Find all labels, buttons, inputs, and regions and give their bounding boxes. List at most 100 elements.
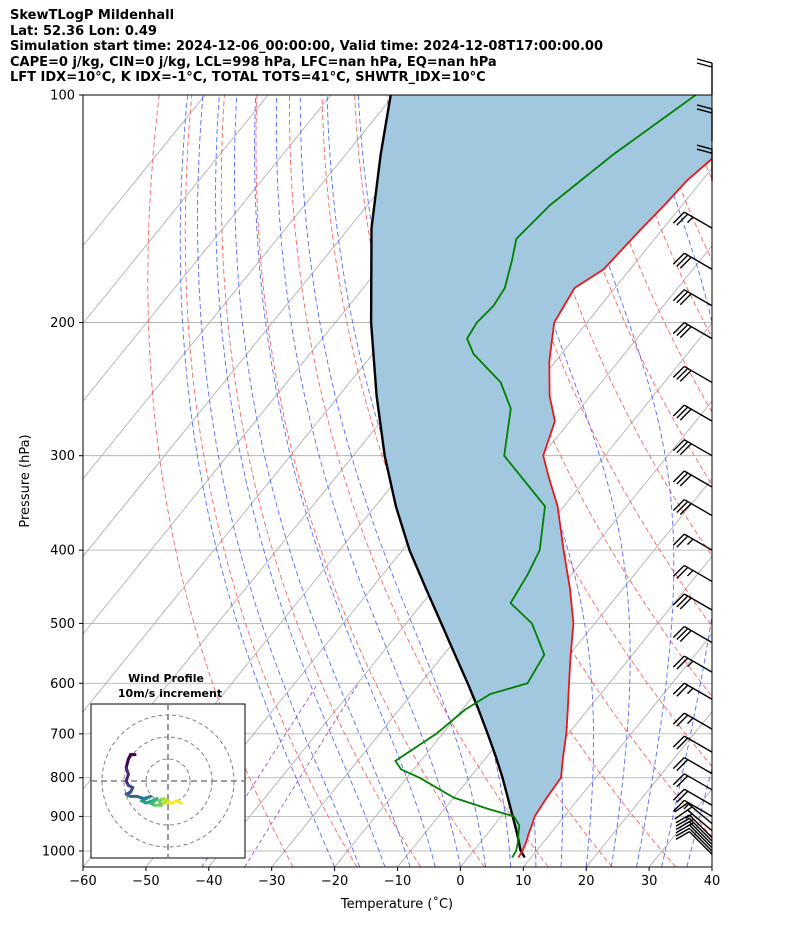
temperature-profile-line: [517, 157, 712, 858]
wind-barb: [672, 498, 713, 517]
inset-content: [91, 704, 245, 858]
dry-adiabat-line: [713, 95, 794, 867]
wind-barb: [672, 211, 713, 229]
moist-adiabat-line: [299, 95, 487, 867]
isotherm-line: [271, 322, 712, 867]
wind-barb: [672, 564, 713, 583]
dry-adiabat-line: [647, 95, 712, 262]
y-tick-label: 200: [50, 316, 75, 331]
cin-shading: [371, 95, 712, 851]
data-layer: [369, 95, 712, 859]
dry-adiabat-line: [220, 95, 422, 867]
title-stability-indices: LFT IDX=10°C, K IDX=-1°C, TOTAL TOTS=41°…: [10, 70, 486, 85]
wind-barb: [674, 802, 713, 825]
dry-adiabat-line: [745, 95, 794, 867]
axes-layer: −60 −50 −40 −30 −20 −10 0 10 20 30 40 100 200 300 400 5…: [42, 89, 720, 890]
x-tick-label: 30: [641, 874, 658, 889]
dewpoint-profile-line: [394, 95, 697, 858]
x-tick-label: −20: [321, 874, 348, 889]
wind-barb: [672, 533, 713, 551]
inset-title: Wind Profile: [128, 672, 204, 685]
y-tick-label: 800: [50, 771, 75, 786]
wind-barb: [672, 712, 713, 730]
dry-adiabat-line: [255, 95, 485, 867]
y-tick-label: 600: [50, 677, 75, 692]
wind-barb: [672, 682, 713, 700]
dry-adiabat-line: [419, 95, 712, 768]
isotherm-line: [522, 633, 712, 867]
isotherm-line: [711, 866, 712, 867]
wind-barb: [672, 655, 713, 673]
x-tick-label: −40: [195, 874, 222, 889]
wind-barb: [672, 756, 713, 775]
wind-barb: [672, 625, 713, 644]
y-tick-label: 400: [50, 544, 75, 559]
moist-adiabat-line: [215, 95, 386, 867]
x-tick-label: 10: [515, 874, 532, 889]
x-tick-label: 0: [456, 874, 464, 889]
moist-adiabat-line: [179, 95, 336, 867]
wind-barb: [672, 365, 713, 384]
wind-barb: [672, 735, 713, 753]
wind-barb: [672, 788, 713, 806]
wind-barb: [675, 827, 713, 852]
y-tick-label: 300: [50, 449, 75, 464]
dry-adiabat-line: [288, 95, 549, 867]
isotherm-line: [648, 788, 712, 867]
wind-barb: [672, 439, 713, 457]
hodograph-ring: [145, 758, 191, 804]
isotherm-line: [83, 95, 458, 558]
wind-barb: [675, 814, 713, 839]
hodograph-segment: [124, 757, 130, 770]
isotherm-line: [83, 95, 332, 402]
title-cape-indices: CAPE=0 j/kg, CIN=0 j/kg, LCL=998 hPa, LF…: [10, 54, 497, 70]
moist-adiabat-line: [558, 95, 675, 867]
wind-barb: [672, 470, 713, 488]
wind-profile-inset: Wind Profile 10m/s increment: [90, 672, 246, 859]
wind-barb: [672, 593, 713, 611]
dry-adiabat-line: [778, 95, 794, 867]
moist-adiabat-line: [641, 95, 712, 867]
wind-barb: [696, 58, 713, 95]
dry-adiabat-line: [184, 95, 358, 867]
isotherm-line: [585, 711, 712, 867]
x-tick-label: −60: [69, 874, 96, 889]
x-tick-label: −10: [384, 874, 411, 889]
dry-adiabat-line: [679, 95, 712, 181]
title-station: SkewTLogP Mildenhall: [10, 8, 175, 23]
moist-adiabat-line: [275, 95, 461, 867]
wind-barb: [672, 252, 713, 270]
inset-subtitle: 10m/s increment: [118, 687, 222, 700]
y-tick-label: 700: [50, 727, 75, 742]
moist-adiabat-line: [234, 95, 411, 867]
wind-barb: [696, 104, 713, 141]
parcel-profile-line: [369, 95, 526, 859]
y-tick-label: 100: [50, 89, 75, 104]
wind-barb: [675, 831, 713, 855]
wind-barb: [672, 773, 713, 791]
y-tick-label: 1000: [42, 844, 75, 859]
y-tick-label: 500: [50, 617, 75, 632]
wind-barb: [672, 289, 713, 307]
x-tick-label: −50: [132, 874, 159, 889]
isotherm-line: [83, 95, 269, 325]
isotherm-line: [83, 95, 206, 247]
x-axis-label: Temperature (˚C): [340, 896, 453, 912]
isotherm-line: [83, 95, 395, 480]
dry-adiabat-line: [147, 95, 294, 867]
y-axis-label: Pressure (hPa): [18, 434, 33, 527]
isotherm-line: [775, 95, 794, 867]
moist-adiabat-line: [492, 95, 631, 867]
wind-barb: [672, 321, 713, 340]
title-times: Simulation start time: 2024-12-06_00:00:…: [10, 39, 603, 54]
title-location: Lat: 52.36 Lon: 0.49: [10, 23, 157, 39]
wind-barb: [672, 404, 713, 422]
wind-barb: [675, 817, 713, 842]
x-tick-label: 40: [704, 874, 721, 889]
x-tick-label: 20: [578, 874, 595, 889]
y-tick-label: 900: [50, 810, 75, 825]
wind-barb-column: [672, 58, 713, 855]
moist-adiabat-line: [197, 95, 361, 867]
wind-barb: [672, 799, 713, 817]
